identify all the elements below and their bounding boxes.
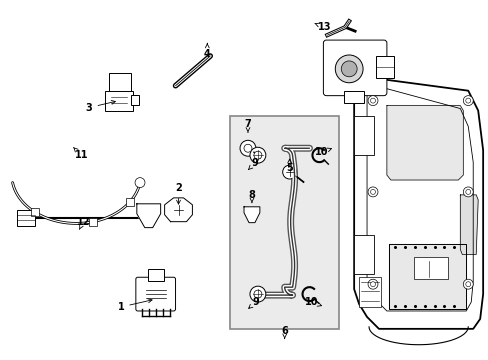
Text: 1: 1	[117, 299, 152, 312]
Circle shape	[253, 151, 262, 159]
Bar	[109, 73, 131, 91]
Text: 4: 4	[203, 44, 210, 59]
Bar	[147, 269, 163, 281]
Text: 3: 3	[86, 100, 115, 113]
Bar	[344, 91, 364, 103]
Circle shape	[465, 189, 470, 194]
Text: 8: 8	[248, 190, 255, 203]
Polygon shape	[164, 198, 192, 222]
Bar	[375, 56, 393, 78]
Bar	[17, 210, 35, 226]
Circle shape	[370, 98, 375, 103]
Circle shape	[341, 61, 356, 77]
Circle shape	[135, 177, 144, 188]
Text: 10: 10	[304, 297, 321, 307]
FancyBboxPatch shape	[323, 40, 386, 96]
Bar	[353, 235, 373, 274]
Text: 9: 9	[248, 297, 259, 309]
Circle shape	[462, 96, 472, 105]
Circle shape	[370, 282, 375, 287]
Circle shape	[367, 279, 377, 289]
Circle shape	[367, 187, 377, 197]
Text: 6: 6	[281, 326, 287, 339]
Circle shape	[282, 165, 296, 179]
FancyBboxPatch shape	[136, 277, 175, 311]
Circle shape	[462, 279, 472, 289]
Circle shape	[253, 290, 262, 298]
Circle shape	[240, 140, 255, 156]
Polygon shape	[386, 105, 462, 180]
Polygon shape	[353, 73, 482, 329]
Bar	[230, 116, 339, 329]
Text: 2: 2	[175, 183, 182, 204]
Bar	[358, 277, 380, 307]
Bar	[126, 198, 134, 206]
Circle shape	[462, 187, 472, 197]
Bar	[89, 218, 97, 226]
Polygon shape	[388, 244, 466, 309]
Bar	[131, 95, 139, 105]
Circle shape	[465, 282, 470, 287]
Text: 7: 7	[244, 120, 251, 132]
Circle shape	[465, 98, 470, 103]
Bar	[413, 257, 447, 279]
Polygon shape	[137, 204, 161, 228]
Polygon shape	[459, 195, 477, 255]
Text: 5: 5	[285, 159, 292, 173]
Polygon shape	[244, 207, 259, 223]
Text: 11: 11	[73, 147, 88, 160]
Circle shape	[244, 144, 251, 152]
Bar	[353, 116, 373, 155]
Circle shape	[249, 286, 265, 302]
Circle shape	[335, 55, 362, 83]
Circle shape	[367, 96, 377, 105]
Bar	[105, 91, 133, 111]
Text: 9: 9	[248, 158, 258, 170]
Circle shape	[249, 147, 265, 163]
Text: 10: 10	[314, 147, 331, 157]
Text: 13: 13	[314, 22, 330, 32]
Text: 12: 12	[76, 217, 90, 229]
Bar	[31, 208, 39, 216]
Circle shape	[370, 189, 375, 194]
